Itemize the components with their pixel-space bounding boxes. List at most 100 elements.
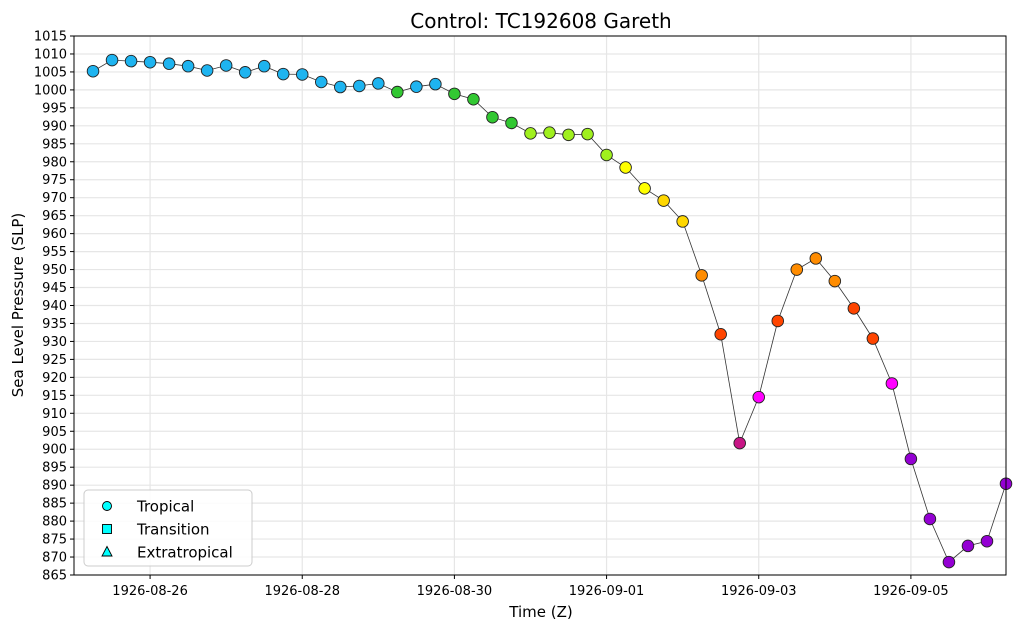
data-point bbox=[942, 555, 956, 569]
data-point bbox=[923, 512, 937, 526]
data-point bbox=[143, 55, 157, 69]
data-point bbox=[124, 54, 138, 68]
data-point bbox=[429, 77, 442, 91]
y-tick-label: 995 bbox=[42, 101, 67, 116]
y-tick-label: 870 bbox=[42, 551, 67, 566]
y-tick-label: 985 bbox=[42, 137, 67, 152]
data-point bbox=[505, 116, 518, 130]
data-point bbox=[961, 539, 975, 553]
y-tick-label: 865 bbox=[42, 569, 67, 584]
y-tick-label: 965 bbox=[42, 209, 67, 224]
data-point bbox=[372, 77, 385, 90]
data-point bbox=[162, 57, 176, 70]
data-point bbox=[353, 79, 366, 93]
y-tick-label: 970 bbox=[42, 191, 67, 206]
data-point bbox=[467, 92, 480, 106]
data-point bbox=[904, 452, 918, 466]
data-point bbox=[524, 127, 537, 140]
y-tick-label: 930 bbox=[42, 335, 67, 350]
data-point bbox=[543, 126, 556, 139]
y-tick-label: 950 bbox=[42, 263, 67, 278]
grid-lines bbox=[74, 35, 1006, 576]
legend: Tropical Transition Extratropical bbox=[83, 489, 253, 567]
x-tick-label: 1926-09-03 bbox=[721, 584, 797, 599]
x-tick-label: 1926-08-26 bbox=[112, 584, 188, 599]
data-point bbox=[714, 327, 727, 341]
x-axis-ticks: 1926-08-26 1926-08-28 1926-08-30 1926-09-01… bbox=[112, 575, 949, 599]
data-point bbox=[315, 75, 328, 89]
data-points bbox=[86, 53, 1013, 569]
data-point bbox=[562, 128, 575, 142]
legend-circle-marker bbox=[102, 501, 112, 511]
x-tick-label: 1926-08-30 bbox=[417, 584, 493, 599]
x-tick-label: 1926-08-28 bbox=[264, 584, 340, 599]
legend-label: Transition bbox=[136, 521, 210, 539]
y-tick-label: 990 bbox=[42, 119, 67, 134]
y-tick-label: 1000 bbox=[34, 83, 67, 98]
x-tick-label: 1926-09-01 bbox=[569, 584, 645, 599]
y-tick-label: 905 bbox=[42, 425, 67, 440]
y-tick-label: 945 bbox=[42, 281, 67, 296]
y-axis-label: Sea Level Pressure (SLP) bbox=[9, 213, 27, 398]
y-tick-label: 940 bbox=[42, 299, 67, 314]
data-point bbox=[486, 110, 499, 124]
y-tick-label: 925 bbox=[42, 353, 67, 368]
data-point bbox=[410, 80, 423, 93]
data-point bbox=[86, 64, 100, 78]
data-point bbox=[733, 436, 746, 450]
data-point bbox=[885, 377, 899, 390]
data-point bbox=[181, 59, 195, 73]
data-point bbox=[219, 59, 233, 72]
legend-triangle-marker bbox=[101, 545, 113, 557]
x-tick-label: 1926-09-05 bbox=[873, 584, 949, 599]
data-point bbox=[295, 68, 309, 81]
data-point bbox=[257, 59, 271, 73]
data-point bbox=[448, 87, 461, 101]
data-point bbox=[809, 252, 823, 265]
data-point bbox=[600, 148, 613, 162]
y-axis-ticks: 865 870 875 880 885 890 895 900 905 910 915 920 925 9… bbox=[34, 30, 74, 584]
y-tick-label: 975 bbox=[42, 173, 67, 188]
data-point bbox=[238, 66, 252, 79]
data-point bbox=[847, 302, 861, 315]
data-point bbox=[638, 182, 651, 195]
data-point bbox=[752, 390, 765, 404]
legend-label: Tropical bbox=[136, 498, 194, 516]
y-tick-label: 890 bbox=[42, 479, 67, 494]
y-tick-label: 895 bbox=[42, 461, 67, 476]
data-point bbox=[619, 161, 632, 174]
data-point bbox=[276, 67, 290, 81]
x-axis-label: Time (Z) bbox=[508, 603, 572, 621]
y-tick-label: 920 bbox=[42, 371, 67, 386]
data-point bbox=[790, 263, 804, 276]
data-point bbox=[200, 64, 214, 77]
data-point bbox=[391, 85, 404, 99]
y-tick-label: 900 bbox=[42, 443, 67, 458]
data-point bbox=[695, 269, 708, 282]
y-tick-label: 1005 bbox=[34, 65, 67, 80]
chart-title: Control: TC192608 Gareth bbox=[410, 9, 671, 33]
data-point bbox=[676, 215, 689, 228]
data-point bbox=[581, 127, 594, 141]
data-point bbox=[828, 274, 842, 288]
legend-label: Extratropical bbox=[137, 544, 233, 562]
y-tick-label: 910 bbox=[42, 407, 67, 422]
data-point bbox=[334, 80, 347, 94]
y-tick-label: 955 bbox=[42, 245, 67, 260]
data-point bbox=[771, 314, 785, 328]
legend-box bbox=[83, 489, 253, 567]
plot-frame bbox=[73, 35, 1007, 576]
data-point bbox=[105, 53, 119, 67]
y-tick-label: 880 bbox=[42, 515, 67, 530]
y-tick-label: 885 bbox=[42, 497, 67, 512]
y-tick-label: 915 bbox=[42, 389, 67, 404]
y-tick-label: 935 bbox=[42, 317, 67, 332]
data-point bbox=[866, 332, 880, 345]
y-tick-label: 960 bbox=[42, 227, 67, 242]
data-point bbox=[657, 194, 670, 207]
y-tick-label: 875 bbox=[42, 533, 67, 548]
legend-items: Tropical Transition Extratropical bbox=[101, 498, 233, 562]
y-tick-label: 980 bbox=[42, 155, 67, 170]
